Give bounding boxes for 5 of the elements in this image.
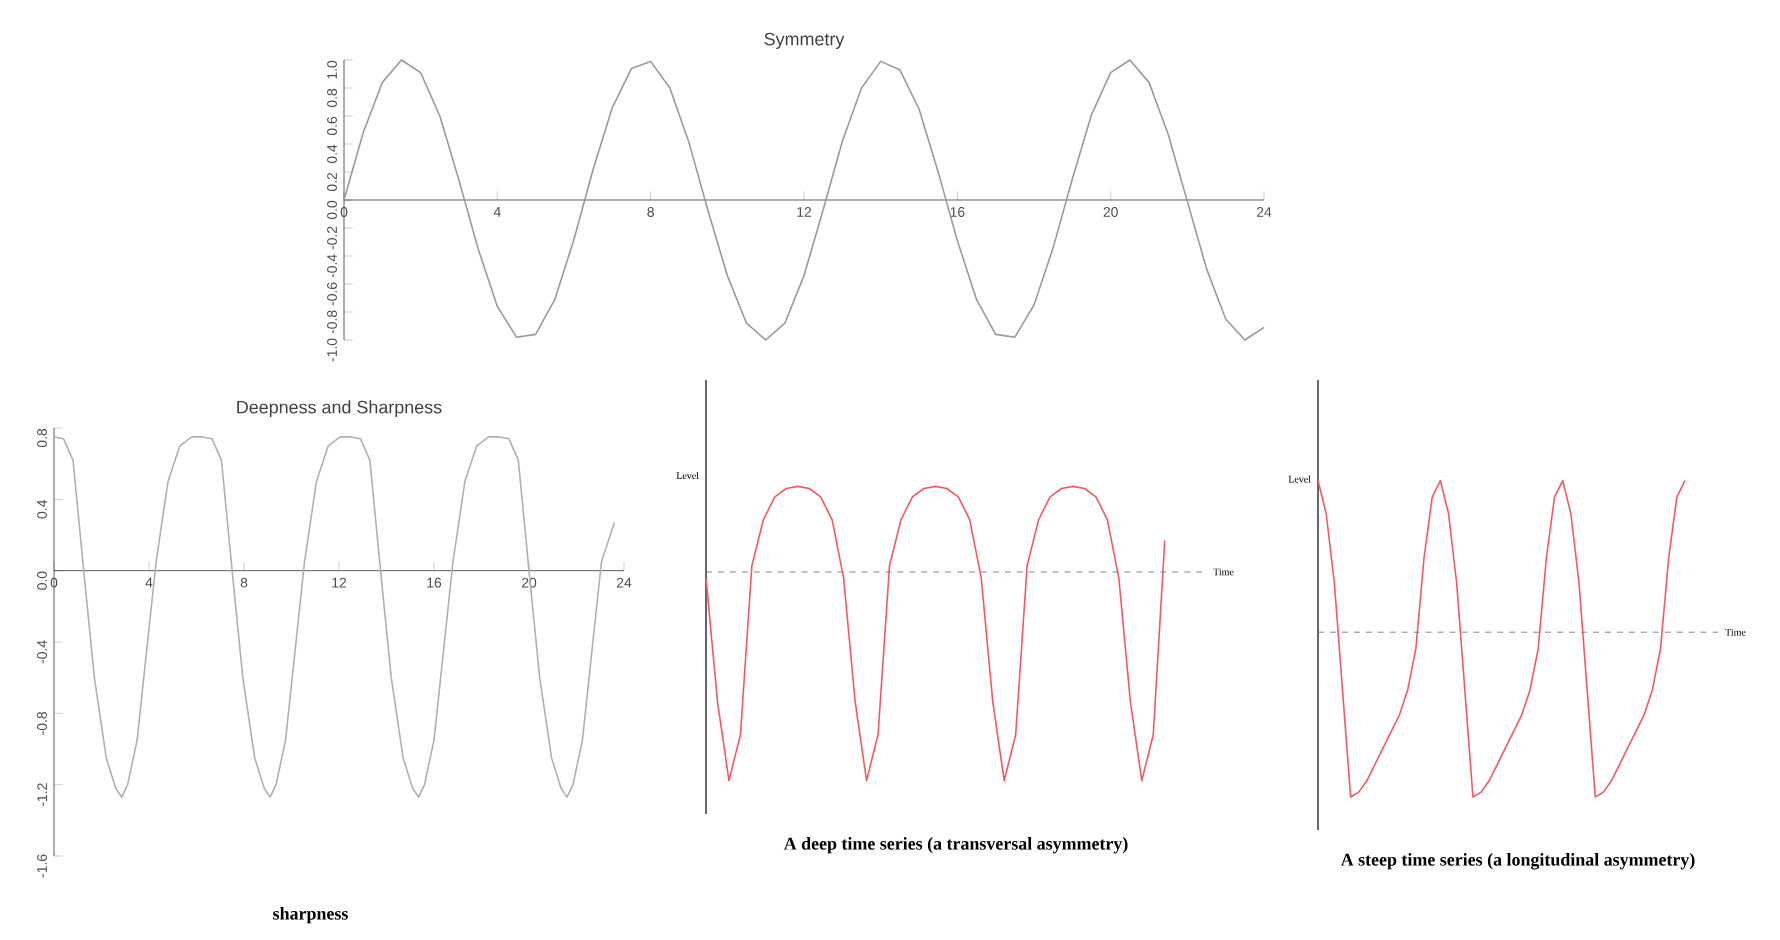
chart-title: Deepness and Sharpness [237, 400, 442, 417]
text: A deep time series (a transversal asymmetry) [783, 837, 1128, 854]
text: sharpness [273, 907, 348, 924]
chart-title: Symmetry [764, 32, 845, 49]
text: A steep time series (a longitudinal asymmetry) [1340, 853, 1695, 870]
